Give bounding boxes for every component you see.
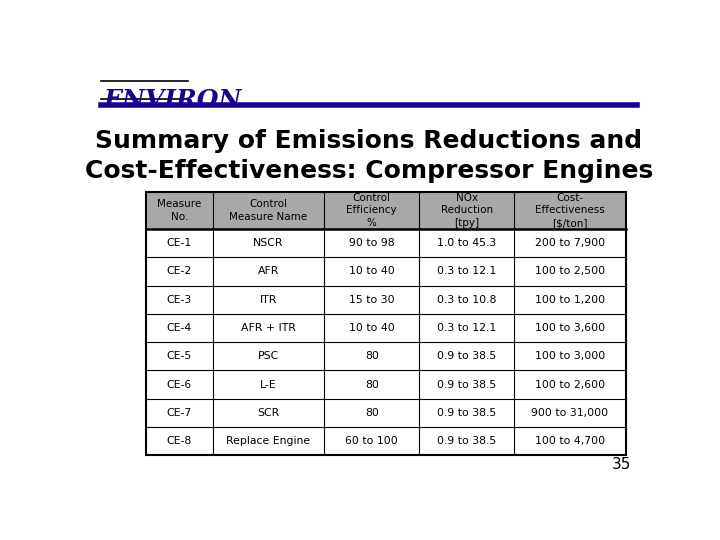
Text: CE-6: CE-6 (166, 380, 192, 389)
Text: ENVIRON: ENVIRON (104, 87, 243, 112)
Text: CE-1: CE-1 (166, 238, 192, 248)
Bar (145, 286, 626, 314)
Text: 80: 80 (365, 408, 379, 418)
Text: 80: 80 (365, 380, 379, 389)
Text: AFR + ITR: AFR + ITR (241, 323, 296, 333)
Text: Control
Efficiency
%: Control Efficiency % (346, 193, 397, 228)
Text: 60 to 100: 60 to 100 (346, 436, 398, 446)
Text: Control
Measure Name: Control Measure Name (230, 199, 307, 221)
Text: 10 to 40: 10 to 40 (349, 266, 395, 276)
Text: 35: 35 (612, 457, 631, 472)
Text: AFR: AFR (258, 266, 279, 276)
Text: PSC: PSC (258, 352, 279, 361)
Text: CE-5: CE-5 (166, 352, 192, 361)
Text: 0.3 to 12.1: 0.3 to 12.1 (437, 323, 496, 333)
Text: 1.0 to 45.3: 1.0 to 45.3 (437, 238, 496, 248)
Text: 900 to 31,000: 900 to 31,000 (531, 408, 608, 418)
Text: 100 to 3,000: 100 to 3,000 (535, 352, 605, 361)
Text: 15 to 30: 15 to 30 (349, 295, 395, 305)
Text: 100 to 4,700: 100 to 4,700 (535, 436, 605, 446)
Bar (145, 370, 626, 399)
Text: 0.9 to 38.5: 0.9 to 38.5 (437, 436, 496, 446)
Bar (145, 399, 626, 427)
Text: 90 to 98: 90 to 98 (349, 238, 395, 248)
Text: 100 to 3,600: 100 to 3,600 (535, 323, 605, 333)
Text: CE-7: CE-7 (166, 408, 192, 418)
Bar (145, 342, 626, 370)
Text: 0.3 to 12.1: 0.3 to 12.1 (437, 266, 496, 276)
Bar (145, 192, 626, 229)
Text: L-E: L-E (260, 380, 277, 389)
Text: 100 to 2,500: 100 to 2,500 (535, 266, 605, 276)
Text: Cost-
Effectiveness
[$/ton]: Cost- Effectiveness [$/ton] (535, 193, 605, 228)
Text: Summary of Emissions Reductions and
Cost-Effectiveness: Compressor Engines: Summary of Emissions Reductions and Cost… (85, 129, 653, 183)
Text: 0.3 to 10.8: 0.3 to 10.8 (437, 295, 496, 305)
Text: 10 to 40: 10 to 40 (349, 323, 395, 333)
Text: Measure
No.: Measure No. (157, 199, 202, 221)
Bar (145, 258, 626, 286)
Text: SCR: SCR (258, 408, 279, 418)
Text: NSCR: NSCR (253, 238, 284, 248)
Text: ITR: ITR (260, 295, 277, 305)
Text: CE-8: CE-8 (166, 436, 192, 446)
Text: CE-4: CE-4 (166, 323, 192, 333)
Text: 100 to 2,600: 100 to 2,600 (535, 380, 605, 389)
Text: 0.9 to 38.5: 0.9 to 38.5 (437, 352, 496, 361)
Bar (145, 314, 626, 342)
Text: 100 to 1,200: 100 to 1,200 (535, 295, 605, 305)
Text: Replace Engine: Replace Engine (227, 436, 310, 446)
Bar (145, 427, 626, 455)
Text: 0.9 to 38.5: 0.9 to 38.5 (437, 380, 496, 389)
Text: 0.9 to 38.5: 0.9 to 38.5 (437, 408, 496, 418)
Bar (145, 229, 626, 258)
Text: 200 to 7,900: 200 to 7,900 (535, 238, 605, 248)
Text: CE-3: CE-3 (166, 295, 192, 305)
Text: NOx
Reduction
[tpy]: NOx Reduction [tpy] (441, 193, 492, 228)
Text: CE-2: CE-2 (166, 266, 192, 276)
Text: 80: 80 (365, 352, 379, 361)
